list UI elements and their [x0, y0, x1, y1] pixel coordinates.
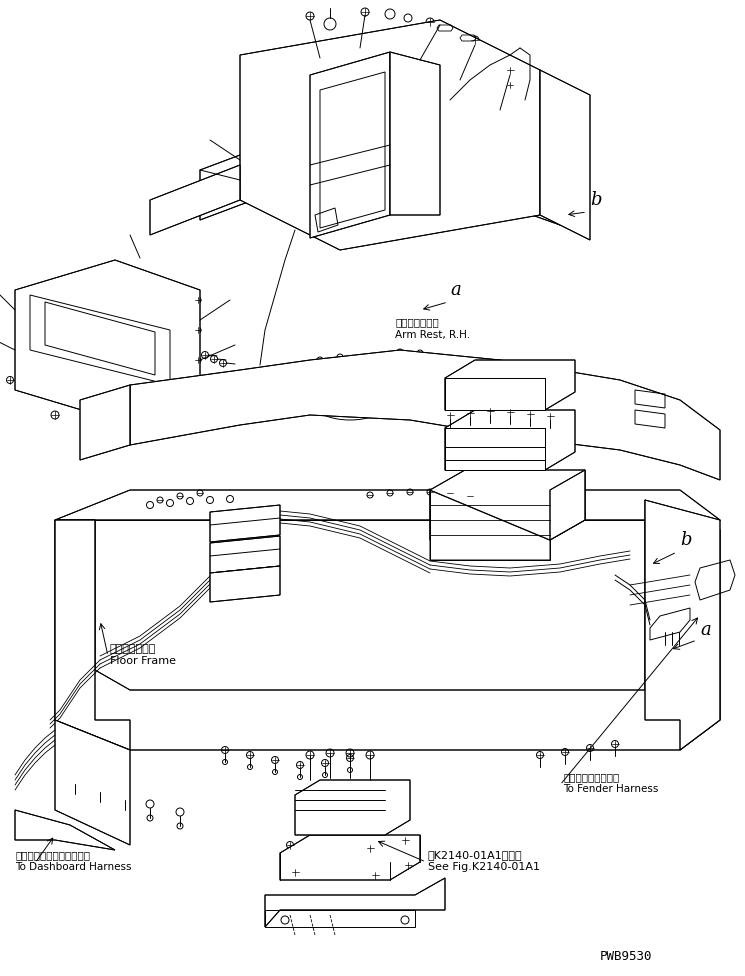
Text: Floor Frame: Floor Frame	[110, 656, 176, 666]
Polygon shape	[540, 70, 590, 240]
Polygon shape	[295, 780, 410, 835]
Polygon shape	[645, 500, 720, 750]
Text: フロアフレーム: フロアフレーム	[110, 644, 156, 654]
Polygon shape	[430, 490, 550, 560]
Polygon shape	[55, 490, 720, 520]
Polygon shape	[430, 470, 585, 540]
Text: a: a	[450, 281, 460, 299]
Polygon shape	[445, 360, 575, 410]
Polygon shape	[240, 20, 540, 250]
Text: To Fender Harness: To Fender Harness	[563, 784, 659, 794]
Polygon shape	[130, 350, 720, 480]
Polygon shape	[445, 428, 545, 470]
Text: アームレスト右: アームレスト右	[395, 317, 439, 327]
Polygon shape	[55, 500, 720, 750]
Polygon shape	[265, 878, 445, 927]
Polygon shape	[210, 536, 280, 573]
Polygon shape	[550, 470, 585, 540]
Text: フェンダハーネスへ: フェンダハーネスへ	[563, 772, 619, 782]
Polygon shape	[490, 100, 560, 225]
Text: b: b	[680, 531, 691, 549]
Text: a: a	[700, 621, 711, 639]
Polygon shape	[15, 810, 115, 850]
Polygon shape	[200, 140, 280, 220]
Polygon shape	[15, 260, 200, 420]
Polygon shape	[55, 720, 130, 845]
Polygon shape	[150, 165, 240, 235]
Text: See Fig.K2140-01A1: See Fig.K2140-01A1	[428, 862, 540, 872]
Polygon shape	[280, 60, 490, 230]
Polygon shape	[80, 385, 130, 460]
Text: 第K2140-01A1図参照: 第K2140-01A1図参照	[428, 850, 523, 860]
Polygon shape	[280, 835, 420, 880]
Polygon shape	[310, 52, 390, 238]
Polygon shape	[210, 566, 280, 602]
Text: b: b	[590, 191, 601, 209]
Text: To Dashboard Harness: To Dashboard Harness	[15, 862, 132, 872]
Polygon shape	[390, 52, 440, 215]
Polygon shape	[445, 410, 575, 470]
Text: ダッシュボードハーネスへ: ダッシュボードハーネスへ	[15, 850, 90, 860]
Polygon shape	[445, 378, 545, 410]
Polygon shape	[210, 505, 280, 542]
Text: Arm Rest, R.H.: Arm Rest, R.H.	[395, 330, 470, 340]
Text: PWB9530: PWB9530	[600, 950, 653, 963]
Polygon shape	[55, 520, 130, 750]
